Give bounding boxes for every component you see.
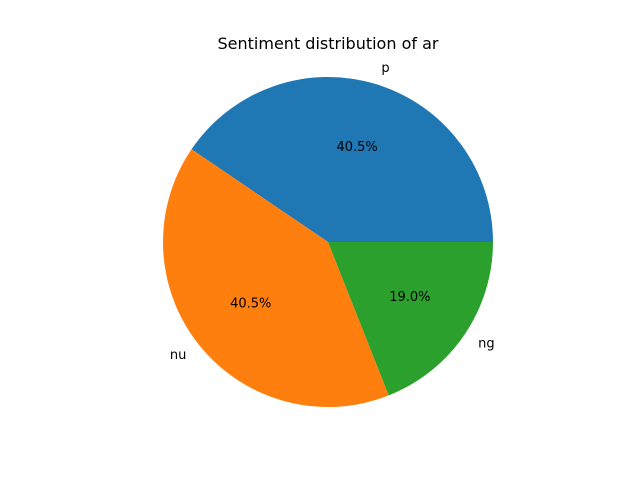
percent-label-p: 40.5% bbox=[336, 140, 377, 155]
slice-label-p: p bbox=[381, 61, 389, 76]
pie-slice-nu bbox=[162, 149, 389, 408]
percent-label-nu: 40.5% bbox=[230, 296, 271, 311]
pie-slice-p bbox=[191, 77, 493, 242]
pie-slice-ng bbox=[328, 242, 493, 396]
slice-label-ng: ng bbox=[478, 337, 495, 352]
chart-title: Sentiment distribution of ar bbox=[218, 34, 439, 53]
pie-labels: p 40.5% nu 40.5% ng 19.0% bbox=[170, 61, 495, 363]
pie-slices bbox=[162, 77, 493, 408]
percent-label-ng: 19.0% bbox=[389, 290, 430, 305]
slice-label-nu: nu bbox=[170, 348, 186, 363]
